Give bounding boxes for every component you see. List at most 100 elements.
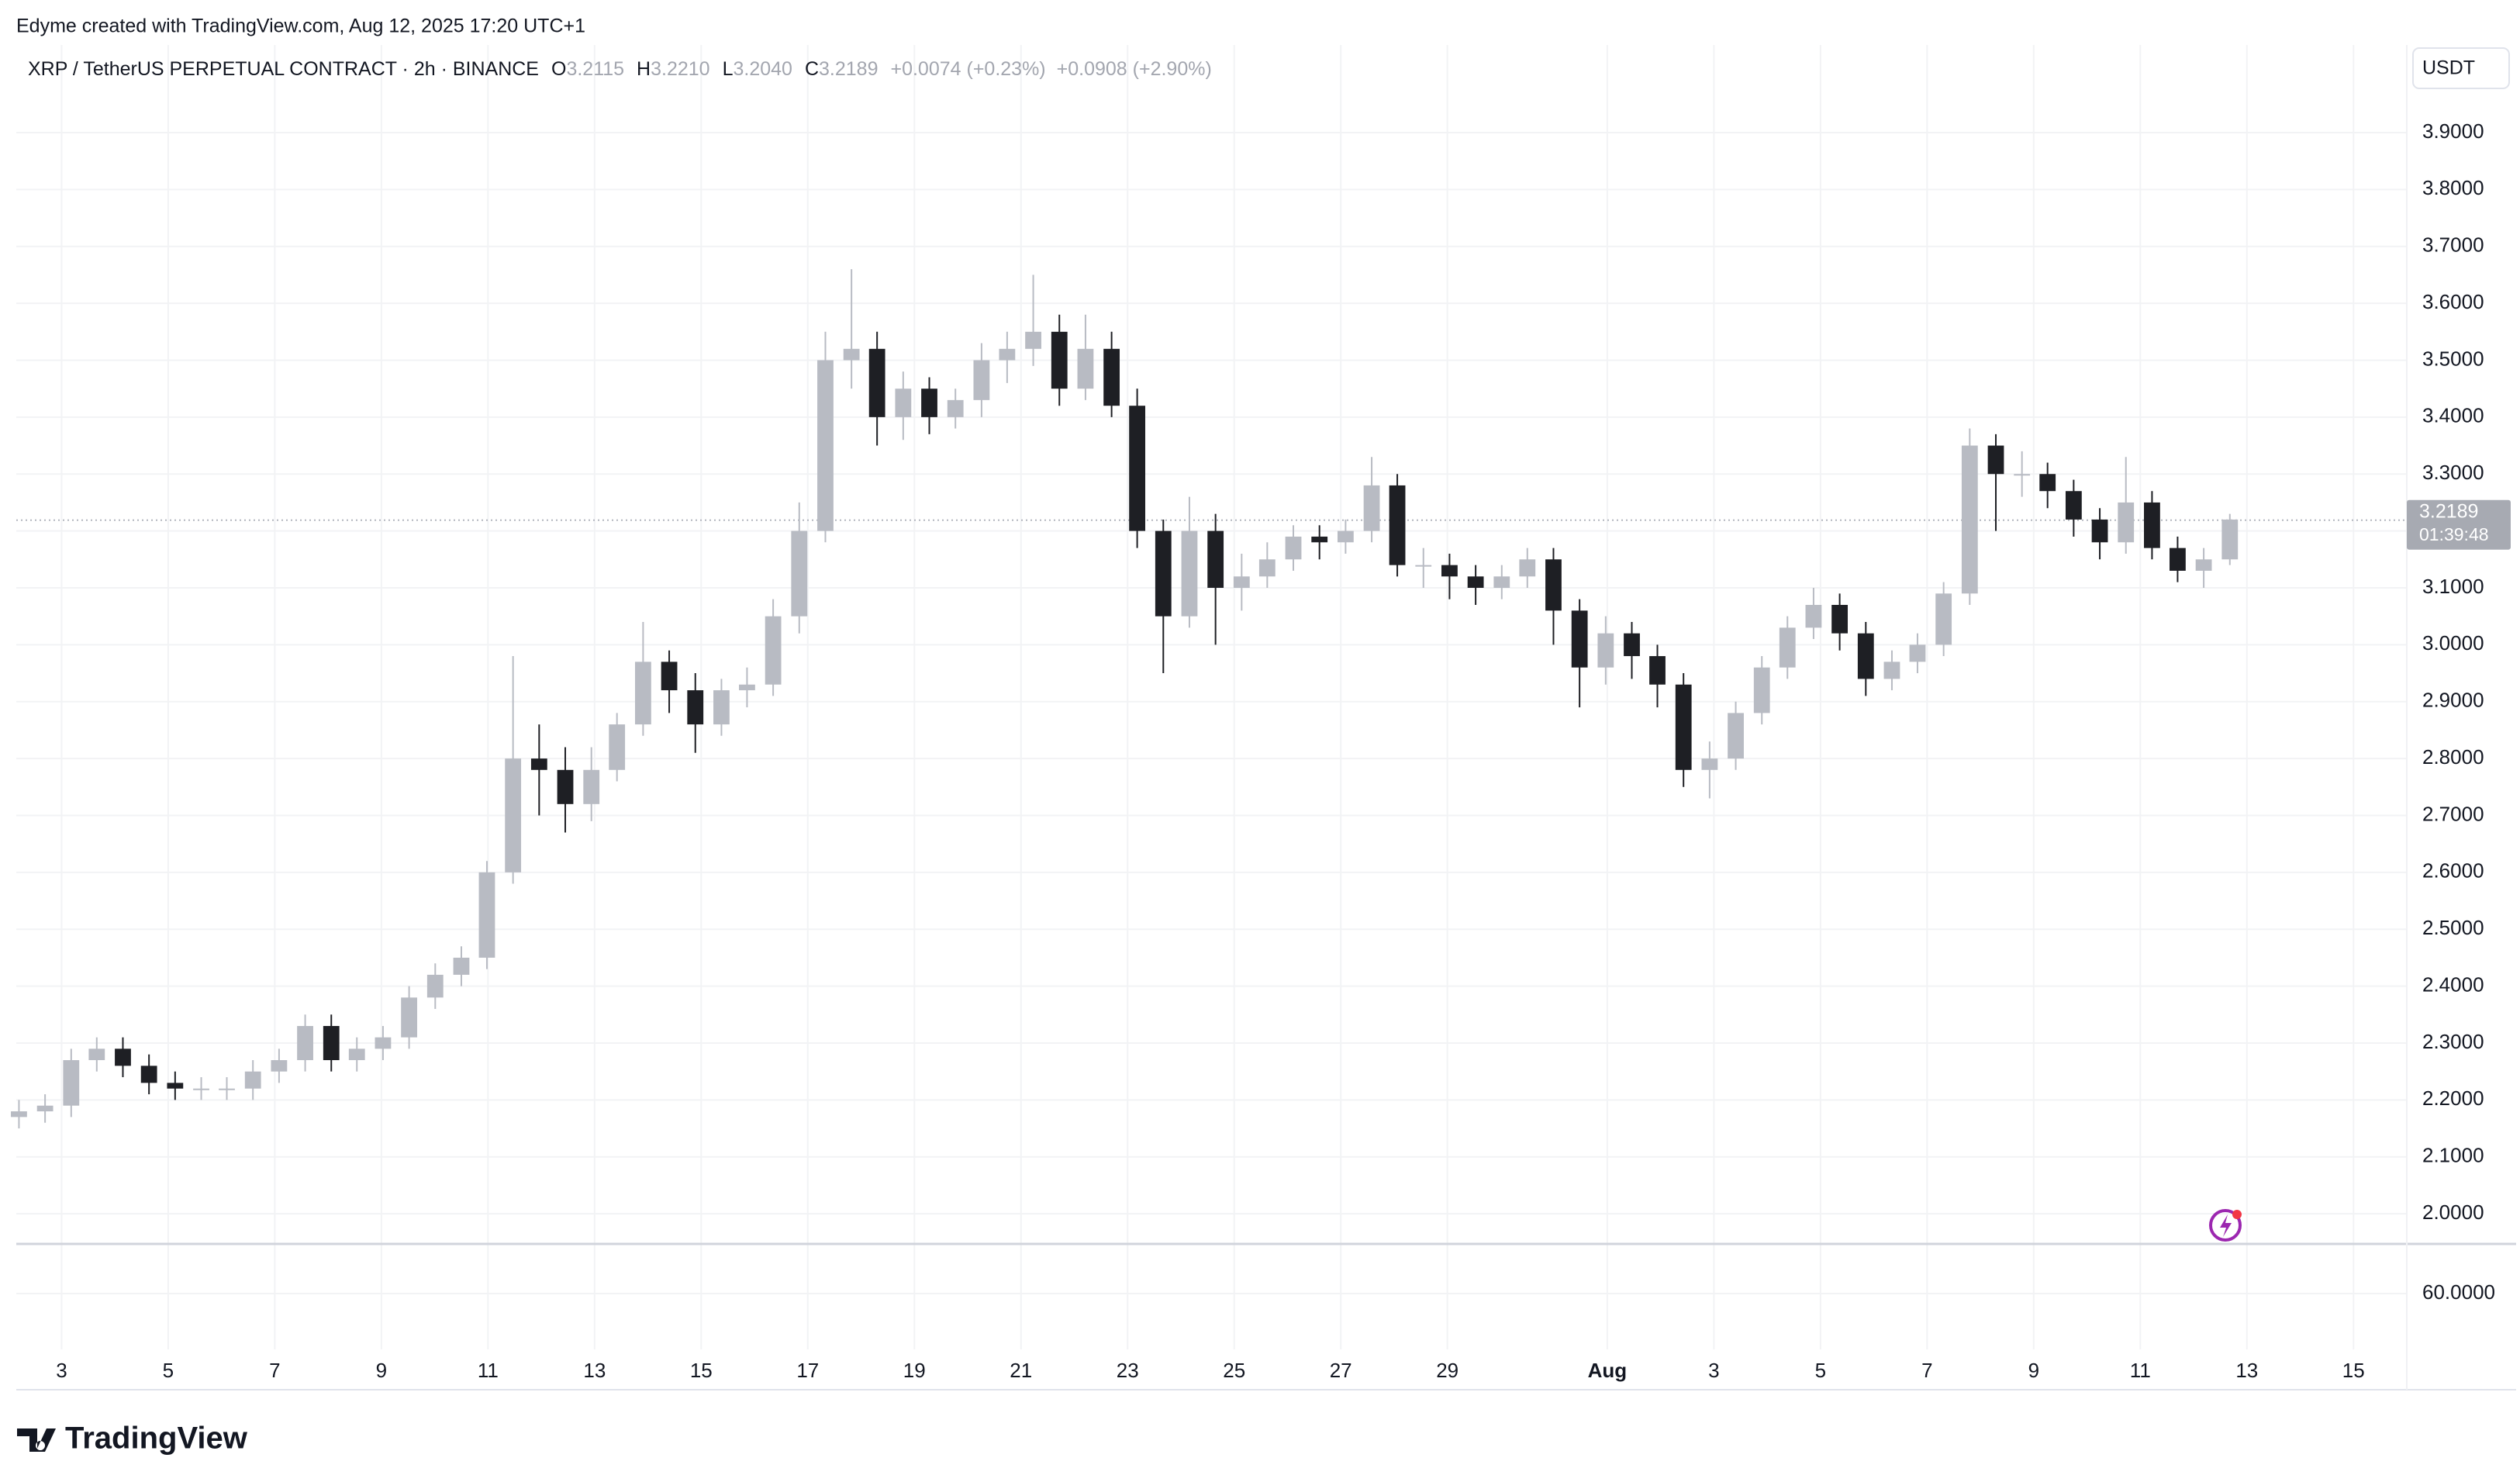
y-tick-label: 2.0000 (2422, 1200, 2484, 1224)
candle-body (2221, 519, 2239, 560)
x-tick-label: 3 (56, 1359, 67, 1382)
ohlc-value: 3.2115 (566, 58, 624, 80)
candle-body (193, 1088, 209, 1090)
candle-body (1025, 331, 1041, 349)
candle-body (478, 872, 495, 958)
candle-body (973, 360, 990, 400)
x-tick-label: 19 (903, 1359, 926, 1382)
candle-body (1753, 667, 1770, 713)
candle-body (1129, 406, 1146, 531)
ohlc-value: 3.2040 (733, 58, 792, 80)
y-tick-label: 2.7000 (2422, 802, 2484, 825)
candle-body (1961, 445, 1978, 594)
candle-body (791, 530, 808, 617)
candle-body (1571, 610, 1588, 668)
x-tick-label: 5 (163, 1359, 174, 1382)
x-tick-label: 9 (2028, 1359, 2039, 1382)
ohlc-key: O (551, 58, 566, 80)
y-tick-label: 2.3000 (2422, 1030, 2484, 1053)
y-tick-label: 3.6000 (2422, 290, 2484, 313)
candle-body (947, 399, 964, 417)
x-tick-label: 17 (796, 1359, 819, 1382)
candle-body (297, 1025, 313, 1061)
candle-body (1728, 713, 1744, 759)
x-tick-label: 7 (269, 1359, 280, 1382)
x-tick-label: 11 (478, 1359, 499, 1382)
currency[interactable]: USDT (2422, 57, 2475, 79)
candle-body (219, 1088, 235, 1090)
frame (16, 45, 2516, 1390)
candle-body (2118, 502, 2135, 543)
x-tick-label: 15 (690, 1359, 713, 1382)
y-tick-label: 2.8000 (2422, 745, 2484, 769)
candle-body (1649, 656, 1666, 685)
candles (11, 269, 2239, 1129)
candle-body (1363, 485, 1380, 531)
candle-body (687, 690, 704, 725)
candle-body (11, 1111, 27, 1118)
candle-body (1207, 530, 1224, 588)
candle-body (1155, 530, 1172, 617)
y-tick-label: 3.5000 (2422, 347, 2484, 370)
x-tick-label: 15 (2342, 1359, 2365, 1382)
candle-body (1051, 331, 1068, 389)
candle-body (661, 662, 678, 691)
y-tick-label: 2.1000 (2422, 1144, 2484, 1167)
candle-body (817, 360, 834, 531)
candle-body (1831, 605, 1849, 634)
candle-body (2039, 474, 2056, 492)
candle-body (1467, 576, 1484, 588)
candle-body (843, 348, 860, 361)
candle-body (401, 997, 418, 1038)
currency-button[interactable] (2412, 47, 2510, 89)
x-tick-label: 9 (376, 1359, 387, 1382)
ohlc-value: 3.2210 (651, 58, 709, 80)
candle-body (115, 1048, 131, 1066)
alert-icon[interactable] (2209, 1209, 2242, 1242)
candle-body (1311, 536, 1328, 543)
x-tick-label: 21 (1010, 1359, 1032, 1382)
candle-body (505, 758, 522, 872)
candle-body (1805, 605, 1822, 628)
candle-body (609, 724, 626, 770)
y-tick-label: 2.6000 (2422, 859, 2484, 883)
pane2-tick-label: 60.0000 (2422, 1280, 2495, 1304)
candle-body (63, 1060, 80, 1106)
candle-body (1441, 565, 1458, 577)
candle-body (36, 1105, 54, 1112)
y-tick-label: 2.2000 (2422, 1086, 2484, 1110)
candle-body (2195, 559, 2212, 571)
candle-body (453, 957, 470, 975)
change-period: +0.0908 (+2.90%) (1057, 58, 1212, 80)
x-tick-label: 25 (1223, 1359, 1245, 1382)
symbol: XRP / TetherUS PERPETUAL CONTRACT · 2h ·… (28, 58, 539, 80)
countdown: 01:39:48 (2419, 524, 2489, 544)
x-tick-label: 29 (1436, 1359, 1458, 1382)
candle-body (2170, 548, 2186, 571)
candle-body (375, 1037, 392, 1049)
x-tick-label: 7 (1921, 1359, 1932, 1382)
candle-body (1624, 633, 1640, 657)
y-tick-label: 3.7000 (2422, 233, 2484, 257)
y-tick-label: 2.9000 (2422, 689, 2484, 712)
candle-body (739, 684, 755, 691)
candle-body (2014, 474, 2031, 476)
candle-body (713, 690, 730, 725)
change: +0.0074 (+0.23%) (890, 58, 1045, 80)
y-tick-label: 3.3000 (2422, 461, 2484, 484)
brand: TradingView (65, 1422, 248, 1456)
candle-body (1597, 633, 1614, 668)
candle-body (2065, 491, 2082, 520)
attribution: Edyme created with TradingView.com, Aug … (16, 16, 585, 37)
candle-body (348, 1048, 365, 1061)
candle-body (1493, 576, 1510, 588)
ohlc-key: H (637, 58, 651, 80)
candle-body (426, 974, 444, 998)
candle-body (271, 1060, 288, 1072)
alert-dot (2232, 1210, 2242, 1219)
candle-body (1701, 758, 1718, 770)
candle-body (1675, 684, 1692, 770)
last-price-box (2407, 499, 2511, 550)
